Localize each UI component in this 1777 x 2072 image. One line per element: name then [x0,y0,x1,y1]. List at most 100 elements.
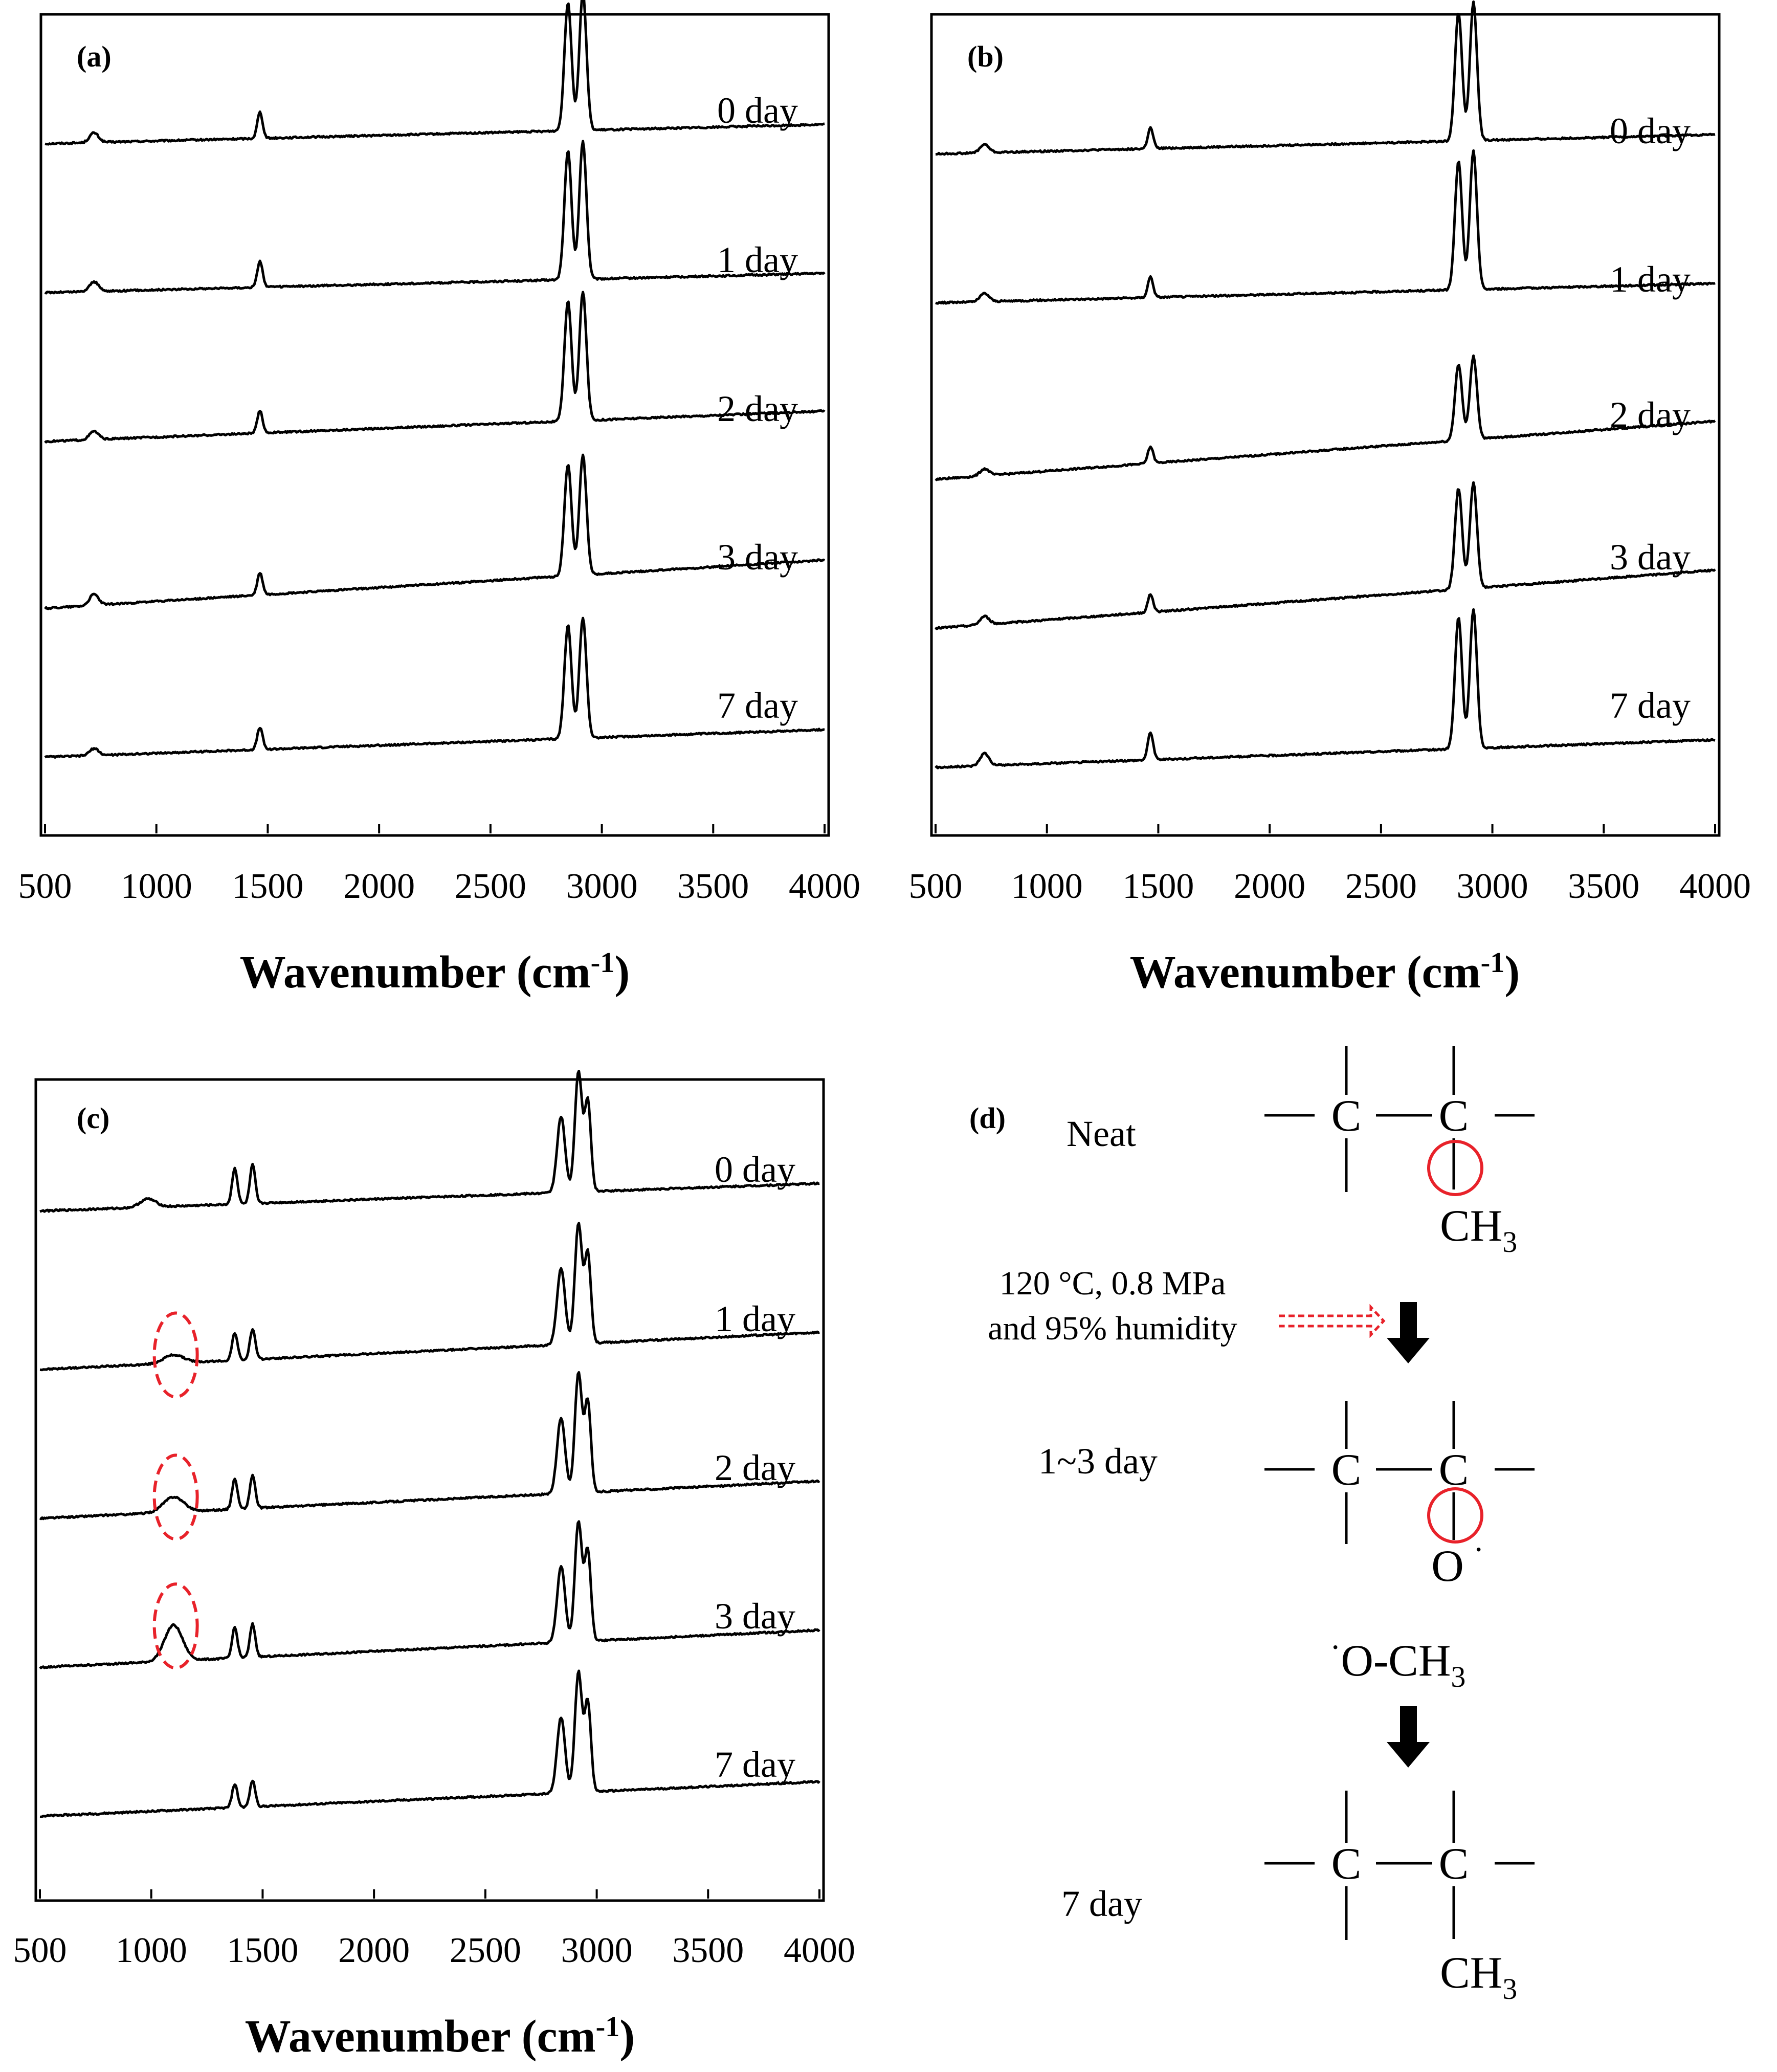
series-label-1-day: 1 day [1610,259,1691,300]
series-label-3-day: 3 day [717,537,798,578]
carbon-atom: C [1331,1839,1362,1889]
spectrum-line-2-day [935,354,1716,481]
x-tick-label: 1500 [227,1931,298,1970]
x-tick-label: 2000 [1234,867,1305,906]
methyl-sub: 3 [1502,1972,1517,2005]
x-tick-label: 4000 [784,1931,855,1970]
x-tick-label: 3500 [672,1931,744,1970]
plot-frame [34,1078,825,1902]
series-label-3-day: 3 day [715,1596,795,1637]
spectrum-line-2-day [39,1371,820,1520]
spectrum-line-1-day [44,140,826,295]
highlight-ellipse-1-day [152,1311,199,1399]
x-tick-label: 3000 [1457,867,1528,906]
x-ticks-c [39,1889,820,1899]
series-label-3-day: 3 day [1610,537,1691,578]
x-tick-label: 2000 [338,1931,410,1970]
x-axis-title-c: Wavenumber (cm-1) [245,2011,635,2062]
bond-highlight-circle [1427,1140,1483,1196]
oxygen-atom: O [1431,1541,1464,1591]
x-axis-title-sup: -1 [596,2011,620,2043]
series-label-0-day: 0 day [715,1149,795,1190]
plot-frame [930,13,1721,837]
series-label-7-day: 7 day [715,1744,795,1785]
panel-label-d: (d) [969,1101,1006,1135]
panel-b: (b) 0 day 1 day 2 day 3 day 7 day 500 10… [909,0,1751,998]
radical-dot: · [1473,1531,1484,1568]
panel-a: (a) 0 day 1 day 2 day 3 day 7 day 500 10… [18,0,861,998]
series-label-2-day: 2 day [717,388,798,429]
radical-dot: · [1330,1629,1341,1665]
methyl-base: CH [1440,1948,1502,1998]
series-label-0-day: 0 day [1610,111,1691,151]
series-labels-a: 0 day 1 day 2 day 3 day 7 day [717,90,798,726]
methoxy-text: O-CH [1341,1636,1451,1686]
methyl-group: CH3 [1440,1201,1517,1259]
x-tick-label: 4000 [1679,867,1751,906]
highlight-ellipses-c [152,1311,199,1670]
x-tick-label: 1000 [121,867,192,906]
x-ticks-a [44,824,826,833]
plot-frame [39,13,830,837]
spectra-a [44,0,826,759]
highlight-ellipse-3-day [152,1582,199,1670]
final-stage-label: 7 day [1061,1883,1142,1924]
x-axis-title-a: Wavenumber (cm-1) [240,947,630,998]
carbon-atom: C [1439,1445,1469,1495]
methyl-group: CH3 [1440,1948,1517,2005]
panel-d-scheme: (d) Neat C C CH3 120 °C, 0.8 MPa and 95%… [969,1046,1535,2005]
condition-line-1: 120 °C, 0.8 MPa [999,1265,1226,1302]
x-tick-labels-a: 500 1000 1500 2000 2500 3000 3500 4000 [18,867,861,906]
spectrum-line-0-day [39,1070,820,1213]
x-axis-title-b: Wavenumber (cm-1) [1130,947,1520,998]
x-tick-label: 3000 [566,867,638,906]
spectrum-line-1-day [935,149,1716,305]
bond-highlight-circle [1427,1487,1483,1544]
spectra-c [39,1070,820,1818]
series-label-7-day: 7 day [1610,685,1691,726]
structure-neat: C C CH3 [1264,1046,1535,1259]
spectrum-line-3-day [44,453,826,610]
series-labels-c: 0 day 1 day 2 day 3 day 7 day [715,1149,795,1785]
panel-label-b: (b) [967,40,1004,73]
spectrum-line-1-day [39,1222,820,1372]
series-label-2-day: 2 day [1610,394,1691,435]
x-axis-title-main: Wavenumber (cm [245,2011,596,2062]
x-tick-label: 500 [909,867,963,906]
x-tick-label: 4000 [789,867,860,906]
x-tick-label: 3500 [677,867,749,906]
x-tick-label: 1500 [1122,867,1194,906]
methoxy-radical: ·O-CH3 [1330,1629,1465,1693]
series-label-1-day: 1 day [715,1298,795,1339]
spectrum-line-7-day [39,1669,820,1818]
spectrum-line-3-day [39,1520,820,1669]
spectrum-line-7-day [44,616,825,759]
x-tick-labels-b: 500 1000 1500 2000 2500 3000 3500 4000 [909,867,1751,906]
down-arrow-icon [1387,1302,1430,1363]
spectrum-line-7-day [935,608,1716,769]
x-tick-label: 500 [13,1931,67,1970]
x-tick-label: 2000 [343,867,415,906]
series-label-2-day: 2 day [715,1447,795,1488]
series-labels-b: 0 day 1 day 2 day 3 day 7 day [1610,111,1691,726]
x-tick-label: 1000 [1011,867,1083,906]
condition-line-2: and 95% humidity [988,1310,1237,1347]
structure-radical: C C O · [1264,1401,1535,1591]
panel-label-c: (c) [77,1101,109,1135]
x-axis-title-main: Wavenumber (cm [1130,947,1481,998]
neat-label: Neat [1067,1113,1136,1154]
spectrum-line-2-day [44,291,826,444]
x-tick-label: 3500 [1568,867,1639,906]
panel-c: (c) 0 day 1 day 2 day 3 day 7 day 500 10… [13,1070,856,2062]
x-tick-label: 500 [18,867,72,906]
spectrum-line-3-day [935,481,1716,630]
carbon-atom: C [1331,1445,1362,1495]
x-tick-label: 3000 [561,1931,633,1970]
x-tick-labels-c: 500 1000 1500 2000 2500 3000 3500 4000 [13,1931,856,1970]
carbon-atom: C [1331,1091,1362,1141]
highlight-ellipse-2-day [152,1453,199,1541]
x-axis-title-sup: -1 [591,947,615,979]
carbon-atom: C [1439,1839,1469,1889]
mid-stage-label: 1~3 day [1038,1441,1158,1482]
x-ticks-b [935,824,1716,833]
